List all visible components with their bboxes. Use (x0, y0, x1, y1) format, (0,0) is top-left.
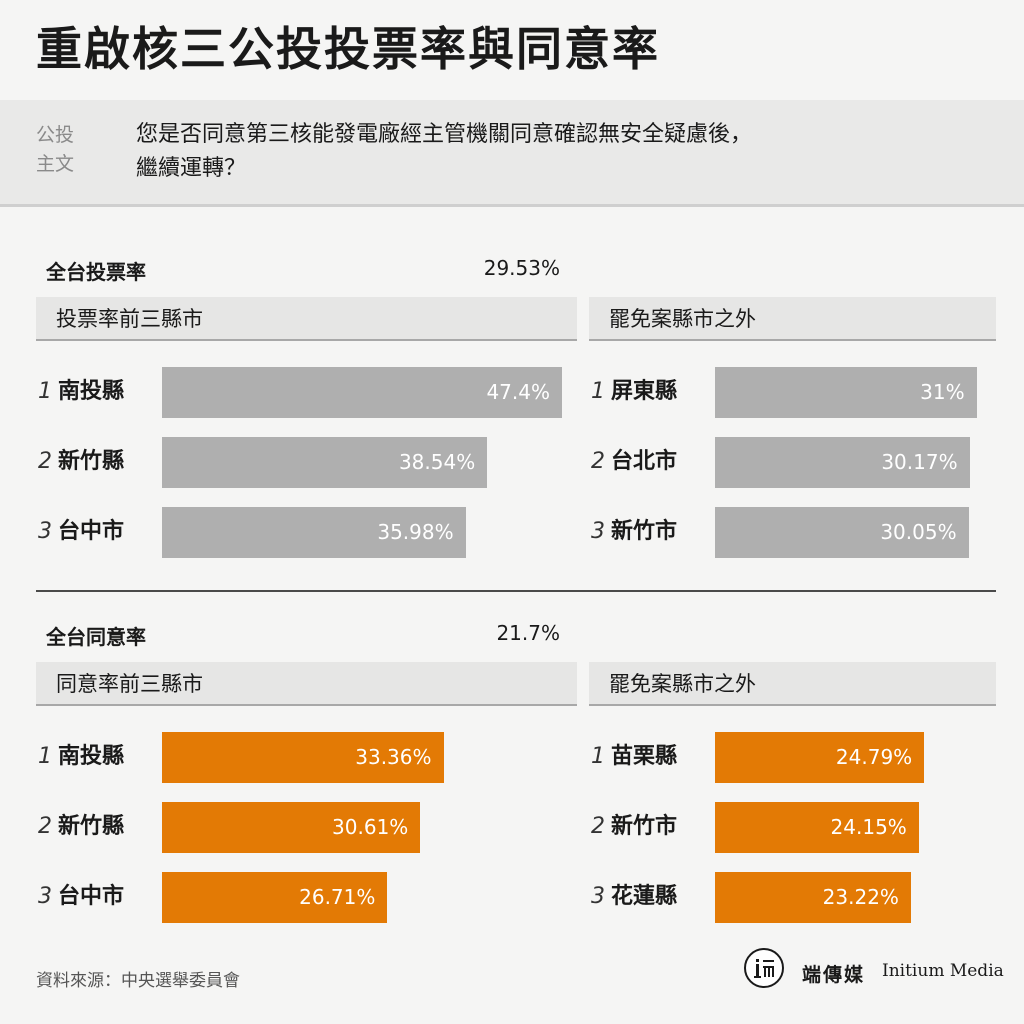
region-label: 苗栗縣 (611, 744, 678, 769)
rank-label: 1 (591, 379, 605, 404)
bar: 31% (715, 367, 977, 418)
bar: 30.05% (715, 507, 969, 558)
bar: 30.17% (715, 437, 970, 488)
region-label: 新竹縣 (58, 814, 125, 839)
bar: 35.98% (162, 507, 466, 558)
region-label: 台中市 (58, 884, 125, 909)
rank-label: 3 (591, 884, 605, 909)
rank-label: 1 (38, 379, 52, 404)
rank-label: 2 (38, 814, 52, 839)
region-label: 南投縣 (58, 379, 125, 404)
rank-label: 2 (591, 449, 605, 474)
region-label: 台北市 (611, 449, 678, 474)
question-label-line2: 主文 (36, 153, 75, 175)
group-header: 罷免案縣市之外 (589, 662, 996, 706)
brand: 端傳媒 Initium Media (744, 946, 1004, 996)
source-note: 資料來源：中央選舉委員會 (36, 971, 240, 991)
group-header: 同意率前三縣市 (36, 662, 577, 706)
region-label: 新竹市 (611, 519, 678, 544)
rank-label: 3 (591, 519, 605, 544)
region-label: 新竹市 (611, 814, 678, 839)
region-label: 南投縣 (58, 744, 125, 769)
question-label-line1: 公投 (36, 124, 75, 146)
question-text: 您是否同意第三核能發電廠經主管機關同意確認無安全疑慮後， 繼續運轉？ (136, 118, 986, 186)
bar: 26.71% (162, 872, 388, 923)
region-label: 花蓮縣 (611, 884, 678, 909)
chart-title: 重啟核三公投投票率與同意率 (36, 22, 660, 76)
section-divider (36, 590, 996, 592)
rank-label: 3 (38, 519, 52, 544)
section-title: 全台同意率 (46, 625, 146, 649)
question-text-line1: 您是否同意第三核能發電廠經主管機關同意確認無安全疑慮後， (136, 122, 753, 147)
rank-label: 3 (38, 884, 52, 909)
bar: 33.36% (162, 732, 444, 783)
bar: 38.54% (162, 437, 488, 488)
question-label: 公投 主文 (36, 121, 96, 179)
rank-label: 2 (591, 814, 605, 839)
section-total: 21.7% (496, 621, 560, 645)
initium-logo-icon (744, 948, 784, 988)
bar: 24.15% (715, 802, 919, 853)
brand-name-cn: 端傳媒 (802, 964, 866, 986)
bar: 23.22% (715, 872, 911, 923)
question-text-line2: 繼續運轉？ (136, 156, 247, 181)
rank-label: 2 (38, 449, 52, 474)
group-header: 罷免案縣市之外 (589, 297, 996, 341)
region-label: 台中市 (58, 519, 125, 544)
bar: 47.4% (162, 367, 562, 418)
brand-name-en: Initium Media (882, 961, 1004, 981)
bar: 24.79% (715, 732, 925, 783)
region-label: 新竹縣 (58, 449, 125, 474)
question-panel: 公投 主文 您是否同意第三核能發電廠經主管機關同意確認無安全疑慮後， 繼續運轉？ (0, 100, 1024, 207)
bar: 30.61% (162, 802, 421, 853)
group-header: 投票率前三縣市 (36, 297, 577, 341)
section-title: 全台投票率 (46, 260, 146, 284)
section-total: 29.53% (483, 256, 560, 280)
rank-label: 1 (38, 744, 52, 769)
region-label: 屏東縣 (611, 379, 678, 404)
rank-label: 1 (591, 744, 605, 769)
